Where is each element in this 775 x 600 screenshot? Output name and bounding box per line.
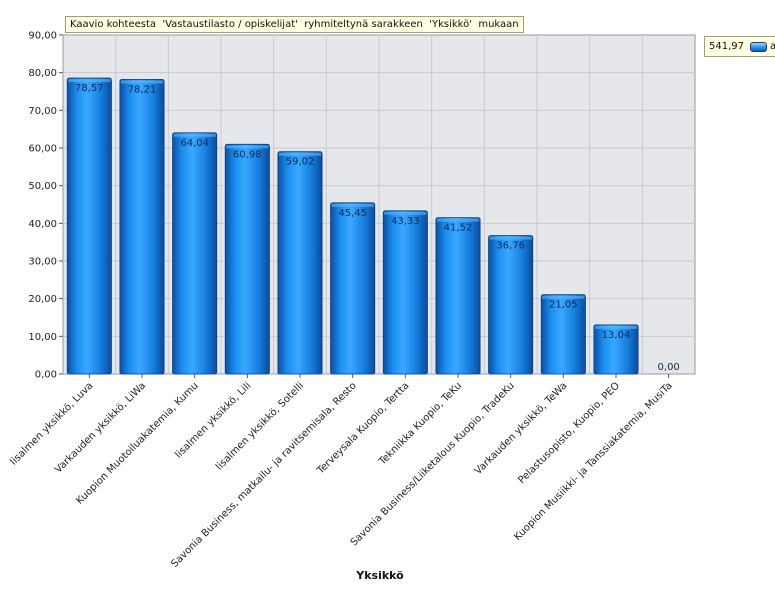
bar bbox=[66, 77, 112, 375]
bar-top-highlight bbox=[542, 295, 585, 299]
y-tick-label: 10,00 bbox=[28, 332, 57, 343]
bars bbox=[66, 77, 639, 375]
y-tick-label: 70,00 bbox=[28, 106, 57, 117]
y-axis-ticks: 0,00 10,00 20,00 30,00 40,00 50,00 60,00 70,00 8… bbox=[28, 31, 63, 381]
bar-top-highlight bbox=[278, 152, 322, 156]
bar bbox=[119, 79, 165, 375]
chart-title: Kaavio kohteesta 'Vastaustilasto / opisk… bbox=[65, 16, 524, 33]
value-label: 59,02 bbox=[286, 157, 315, 168]
value-label: 13,04 bbox=[602, 330, 631, 341]
bar-top-highlight bbox=[68, 79, 111, 83]
bar bbox=[277, 151, 323, 375]
x-tick-label: Iisalmen yksikkö, Sotelli bbox=[214, 380, 306, 472]
y-tick-label: 20,00 bbox=[28, 294, 57, 305]
bar-top-highlight bbox=[436, 218, 480, 222]
x-tick-label: Terveysala Kuopio, Tertta bbox=[315, 380, 412, 477]
value-label: 60,98 bbox=[233, 149, 262, 160]
legend-extra-label: a bbox=[770, 41, 775, 52]
bar-top-highlight bbox=[331, 203, 374, 207]
bar bbox=[224, 143, 270, 375]
bar-top-highlight bbox=[226, 145, 269, 149]
bar-top-highlight bbox=[594, 325, 638, 329]
bar-top-highlight bbox=[384, 211, 427, 215]
value-label: 36,76 bbox=[496, 241, 525, 252]
bar bbox=[435, 217, 481, 375]
grid-lines bbox=[63, 35, 695, 374]
legend: 541,97 a bbox=[704, 36, 775, 57]
value-label: 41,52 bbox=[444, 223, 473, 234]
x-tick-label: Pelastusopisto, Kuopio, PEO bbox=[516, 380, 622, 486]
y-tick-label: 40,00 bbox=[28, 219, 57, 230]
bar-top-highlight bbox=[489, 236, 532, 240]
bar-top-highlight bbox=[120, 80, 164, 84]
bar bbox=[330, 202, 376, 375]
value-label: 43,33 bbox=[391, 216, 420, 227]
y-tick-label: 90,00 bbox=[28, 31, 57, 42]
x-tick-label: Varkauden yksikkö, LiWa bbox=[53, 380, 148, 475]
y-tick-label: 0,00 bbox=[35, 370, 57, 381]
x-tick-label: Iisalmen yksikkö, Luva bbox=[8, 380, 95, 467]
bar-top-highlight bbox=[173, 133, 216, 137]
value-label: 21,05 bbox=[549, 300, 578, 311]
y-tick-label: 30,00 bbox=[28, 257, 57, 268]
legend-swatch bbox=[750, 41, 767, 52]
legend-total-label: 541,97 bbox=[709, 41, 744, 52]
x-tick-label: Savonia Business, matkailu- ja ravitsemi… bbox=[169, 380, 358, 569]
bar bbox=[382, 210, 428, 375]
y-tick-label: 80,00 bbox=[28, 68, 57, 79]
y-tick-label: 60,00 bbox=[28, 144, 57, 155]
value-label: 45,45 bbox=[338, 208, 367, 219]
bar bbox=[172, 132, 218, 375]
bar bbox=[488, 235, 534, 375]
y-tick-label: 50,00 bbox=[28, 181, 57, 192]
value-label: 78,57 bbox=[75, 83, 104, 94]
value-label: 64,04 bbox=[180, 138, 209, 149]
x-axis-title: Yksikkö bbox=[356, 569, 404, 582]
value-label: 0,00 bbox=[658, 362, 680, 373]
value-labels: 78,57 78,21 64,04 60,98 59,02 45,45 43,33 41,52… bbox=[75, 83, 680, 373]
x-tick-label: Varkauden yksikkö, TeWa bbox=[473, 380, 570, 477]
value-label: 78,21 bbox=[128, 84, 157, 95]
